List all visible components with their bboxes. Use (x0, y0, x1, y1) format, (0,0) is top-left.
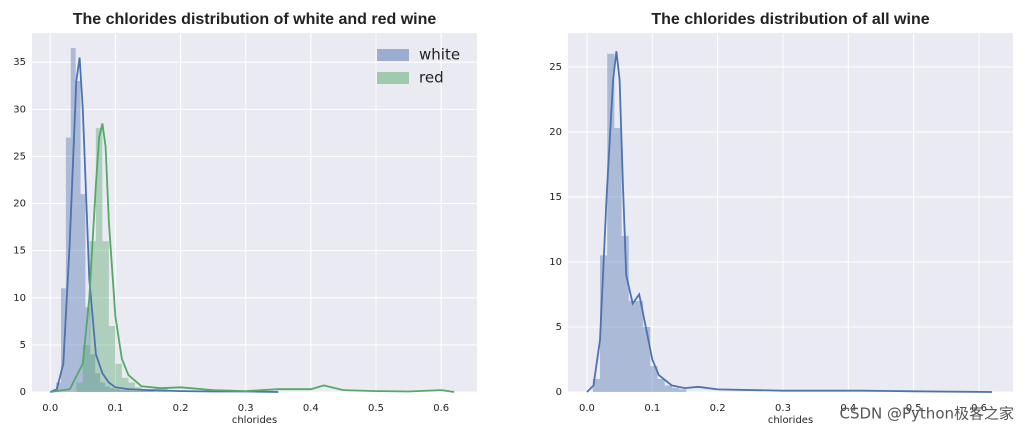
hist-bar (144, 391, 149, 392)
hist-bar (129, 391, 135, 392)
hist-bar (628, 300, 636, 392)
legend-label: white (419, 46, 460, 64)
x-axis-label: chlorides (768, 415, 813, 426)
chart-title: The chlorides distribution of white and … (73, 11, 437, 28)
x-tick-label: 0.3 (775, 403, 791, 414)
hist-bar (108, 326, 116, 392)
kde-line (586, 51, 993, 393)
x-tick-label: 0.0 (579, 403, 595, 414)
hist-bar (95, 373, 101, 392)
hist-bar (100, 382, 105, 392)
hist-bar (671, 388, 680, 392)
hist-bar (650, 365, 658, 392)
x-tick-label: 0.1 (644, 403, 660, 414)
y-tick-label: 5 (20, 340, 26, 351)
hist-bar (614, 127, 622, 393)
hist-bar (95, 128, 103, 393)
x-tick-label: 0.4 (840, 403, 856, 414)
hist-bar (75, 81, 81, 392)
y-tick-label: 30 (13, 104, 26, 115)
hist-bar (102, 241, 109, 392)
hist-bar (115, 363, 122, 392)
hist-bar (139, 391, 145, 392)
x-tick-label: 0.6 (433, 403, 449, 414)
hist-bar (70, 48, 76, 393)
hist-bar (76, 382, 83, 392)
y-tick-label: 15 (549, 192, 562, 203)
hist-bar (109, 388, 115, 392)
hist-bar (128, 382, 135, 392)
hist-bar (60, 288, 66, 392)
y-tick-label: 5 (556, 322, 562, 333)
hist-bar (104, 386, 110, 392)
legend-label: red (419, 69, 444, 87)
y-tick-label: 0 (556, 387, 562, 398)
hist-bar (82, 344, 90, 392)
legend-swatch (377, 49, 409, 61)
y-tick-label: 10 (13, 293, 26, 304)
hist-bar (607, 53, 615, 393)
hist-bar (635, 300, 644, 392)
x-tick-label: 0.2 (710, 403, 726, 414)
y-tick-label: 20 (13, 199, 26, 210)
y-tick-label: 10 (549, 257, 562, 268)
hist-bar (121, 377, 129, 392)
hist-bar (679, 389, 687, 392)
hist-bar (90, 354, 96, 392)
hist-bar (592, 378, 601, 392)
x-tick-label: 0.3 (238, 403, 254, 414)
hist-bar (114, 389, 120, 392)
y-tick-label: 15 (13, 246, 26, 257)
hist-bar (643, 326, 651, 392)
plot-area (32, 33, 477, 392)
x-tick-label: 0.6 (971, 403, 987, 414)
x-tick-label: 0.1 (107, 403, 123, 414)
hist-bar (148, 391, 154, 392)
hist-bar (56, 382, 61, 392)
hist-bar (621, 235, 629, 392)
hist-bar (134, 391, 140, 392)
y-tick-label: 35 (13, 57, 26, 68)
x-tick-label: 0.4 (303, 403, 319, 414)
hist-bar (80, 194, 86, 392)
x-tick-label: 0.2 (173, 403, 189, 414)
x-tick-label: 0.5 (906, 403, 922, 414)
hist-bar (119, 390, 125, 392)
kde-line (50, 123, 455, 393)
hist-bar (600, 255, 608, 392)
legend-swatch (377, 72, 409, 84)
x-axis-label: chlorides (232, 415, 277, 426)
y-tick-label: 25 (549, 62, 562, 73)
x-tick-label: 0.5 (368, 403, 384, 414)
hist-bar (664, 385, 672, 392)
y-tick-label: 0 (20, 387, 26, 398)
hist-bar (657, 378, 665, 392)
y-tick-label: 20 (549, 127, 562, 138)
hist-bar (85, 307, 91, 392)
hist-bar (124, 390, 130, 392)
y-tick-label: 25 (13, 151, 26, 162)
chart-title: The chlorides distribution of all wine (651, 11, 929, 28)
watermark: CSDN @Python极客之家 (839, 405, 1014, 423)
x-tick-label: 0.0 (42, 403, 58, 414)
plot-area (568, 33, 1013, 392)
kde-line (49, 57, 279, 393)
